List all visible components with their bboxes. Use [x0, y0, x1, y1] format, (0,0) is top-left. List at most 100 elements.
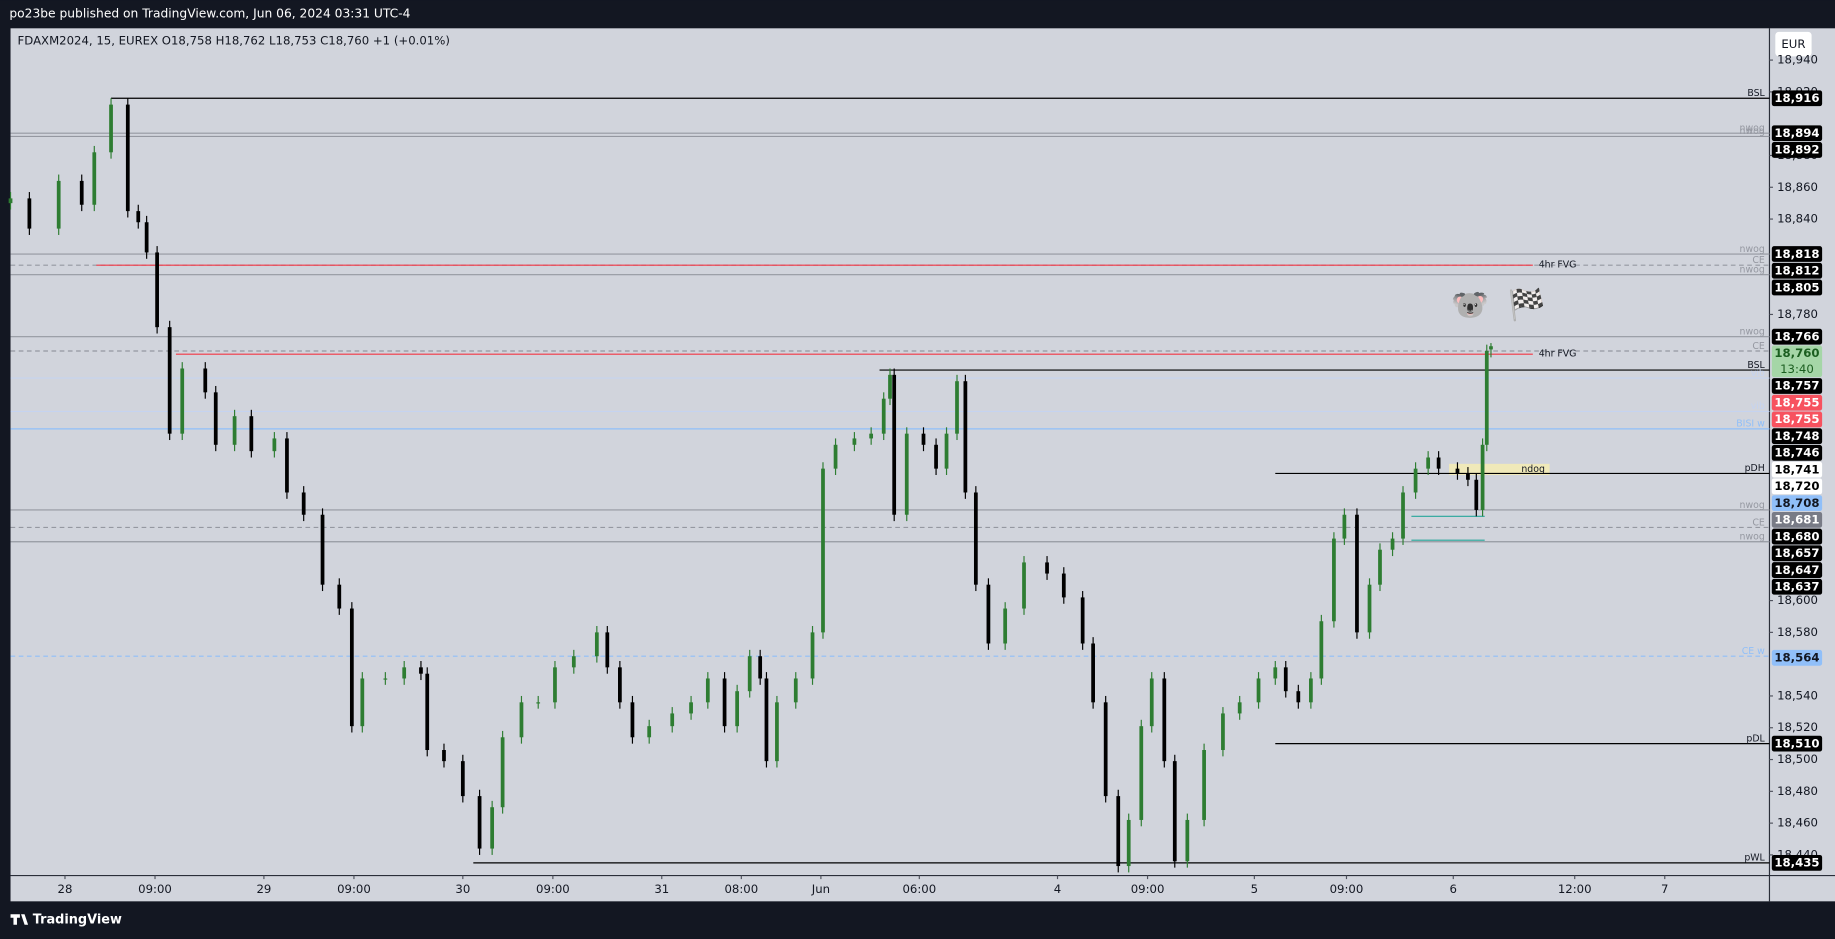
x-tick-label: 5: [1251, 882, 1258, 896]
candle-body: [735, 691, 740, 727]
price-badge: [1771, 345, 1823, 378]
y-tick-label: 18,500: [1777, 752, 1818, 766]
candle-body: [1091, 643, 1095, 703]
price-badge: [1771, 142, 1823, 158]
y-tick-label: 18,460: [1777, 816, 1818, 830]
price-badge-label: 18,741: [1774, 462, 1819, 476]
candle-body: [793, 678, 798, 703]
price-badge: [1771, 562, 1823, 578]
currency-button[interactable]: [1775, 31, 1812, 57]
price-badge-label: 18,766: [1774, 329, 1819, 343]
level-label: CE: [1752, 517, 1765, 528]
candle-body: [747, 656, 752, 692]
candle-body: [1103, 702, 1108, 797]
brand-logo: [10, 914, 29, 925]
price-badge-label: 18,805: [1774, 280, 1819, 294]
candle-body: [1116, 796, 1121, 867]
candle-body: [618, 667, 622, 703]
x-tick-label: 30: [455, 882, 470, 896]
candle-body: [705, 678, 710, 703]
level-label: 4hr FVG: [1539, 260, 1577, 271]
candle-body: [1309, 678, 1313, 703]
price-badge-label: 18,681: [1774, 513, 1819, 527]
candle-body: [1484, 351, 1489, 445]
price-badge-label: 18,510: [1774, 736, 1819, 750]
candle-body: [155, 252, 159, 328]
candle-body: [1237, 702, 1242, 714]
candle-body: [1455, 468, 1460, 474]
price-badge: [1771, 854, 1823, 871]
candle-body: [775, 702, 779, 762]
price-badge: [1771, 545, 1823, 562]
candle-body: [833, 444, 838, 469]
candle-body: [519, 702, 524, 738]
candle-body: [944, 433, 949, 469]
candle-body: [934, 444, 938, 469]
price-badge-label: 18,435: [1774, 856, 1819, 870]
candle-body: [1401, 492, 1405, 539]
price-badge: [1771, 279, 1823, 296]
candle-body: [144, 222, 149, 253]
x-tick-label: 06:00: [902, 882, 936, 896]
x-tick-label: 31: [654, 882, 669, 896]
price-badge-label: 18,812: [1774, 264, 1819, 278]
level-label: vib: [1751, 368, 1765, 379]
candle-body: [904, 433, 909, 515]
price-badge-label: 18,680: [1774, 529, 1819, 543]
price-badge: [1771, 495, 1823, 512]
candle-body: [1139, 726, 1144, 820]
candle-body: [536, 702, 541, 704]
y-tick-label: 18,580: [1777, 625, 1818, 639]
price-badge-label: 18,748: [1774, 429, 1819, 443]
candle-body: [92, 152, 97, 205]
candle-body: [383, 678, 388, 680]
price-badge: [1771, 394, 1823, 411]
level-label: pDH: [1745, 463, 1765, 474]
candle-body: [232, 416, 237, 445]
level-label: nwog: [1740, 244, 1765, 255]
level-label: nwog: [1740, 327, 1765, 338]
icon: 🏁: [1508, 287, 1546, 323]
x-tick-label: 7: [1661, 882, 1668, 896]
candle-body: [8, 198, 13, 204]
candle-body: [213, 392, 218, 445]
candle-body: [1390, 538, 1395, 550]
symbol-legend: FDAXM2024, 15, EUREX O18,758 H18,762 L18…: [18, 34, 450, 48]
price-badge-label: 18,755: [1774, 395, 1819, 409]
candle-body: [758, 656, 763, 679]
price-badge: [1771, 262, 1823, 279]
candle-body: [605, 632, 610, 668]
candle-body: [285, 438, 289, 493]
candle-body: [1332, 538, 1336, 622]
level-label: nwog: [1740, 532, 1765, 543]
x-tick-label: 09:00: [536, 882, 570, 896]
candle-body: [1355, 514, 1359, 633]
candle-body: [892, 374, 897, 515]
price-badge: [1771, 378, 1823, 394]
candle-body: [1172, 761, 1177, 862]
price-badge: [1771, 125, 1823, 142]
level-label: pDL: [1746, 733, 1765, 744]
candle-body: [1185, 819, 1190, 862]
y-tick-label: 18,540: [1777, 688, 1818, 702]
candle-body: [180, 368, 185, 434]
candle-body: [1283, 667, 1288, 692]
price-badge: [1771, 478, 1823, 495]
candle-body: [136, 211, 141, 223]
candle-body: [249, 416, 254, 452]
candle-body: [337, 584, 342, 609]
candle-body: [630, 702, 635, 738]
price-badge-label: 18,760: [1774, 346, 1819, 360]
candle-body: [1221, 713, 1225, 751]
price-badge-label: 18,720: [1774, 479, 1819, 493]
time-axis: [10, 875, 1770, 902]
price-badge: [1771, 328, 1823, 345]
price-badge-label: 18,757: [1774, 379, 1819, 393]
level-label: CE w: [1742, 646, 1765, 657]
candle-body: [1474, 479, 1479, 510]
price-badge-label: 18,755: [1774, 412, 1819, 426]
level-label: nwog: [1740, 126, 1765, 137]
candle-body: [125, 104, 130, 212]
